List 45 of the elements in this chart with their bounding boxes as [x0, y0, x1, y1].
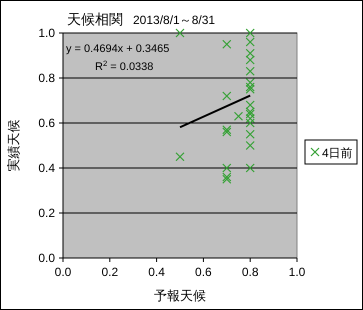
point [222, 174, 232, 184]
point [246, 100, 255, 110]
x-tick-label: 1.0 [288, 265, 306, 279]
point [222, 127, 232, 137]
point [246, 118, 255, 128]
annotation: R$^{2}$ = 0.0338 [95, 58, 154, 73]
x-tick-label: 0.8 [242, 265, 259, 279]
point [246, 82, 255, 92]
point [246, 78, 255, 88]
x-tick-label: 0.0 [54, 265, 72, 279]
point [246, 163, 255, 173]
y-tick-label: 0.0 [38, 251, 56, 265]
chart-subtitle: 2013/8/1～8/31 [133, 13, 216, 27]
point [234, 112, 244, 121]
x-tick-label: 0.2 [101, 265, 118, 279]
point [222, 125, 232, 134]
point [246, 48, 255, 58]
point [246, 109, 255, 119]
y-tick-label: 1.0 [38, 26, 56, 40]
point [175, 28, 185, 38]
x-axis-title: 予報天候 [154, 288, 206, 303]
point [246, 66, 255, 76]
y-tick-label: 0.6 [38, 116, 56, 130]
legend-label: 4日前 [322, 146, 353, 160]
point [246, 107, 255, 116]
point [222, 163, 232, 173]
x-tick-label: 0.6 [195, 265, 212, 279]
x-tick-label: 0.4 [148, 265, 166, 279]
y-tick-label: 0.8 [38, 71, 56, 85]
y-tick-label: 0.4 [38, 161, 56, 175]
point [222, 172, 232, 182]
annotation: y = 0.4694x + 0.3465 [66, 43, 170, 55]
point [246, 37, 255, 47]
point [246, 84, 255, 94]
y-tick-label: 0.2 [38, 206, 56, 220]
point [175, 152, 185, 162]
point [246, 130, 255, 139]
point [246, 114, 255, 124]
point [222, 91, 232, 101]
chart-title: 天候相関 [67, 11, 123, 27]
y-axis-title: 実績天候 [6, 120, 21, 172]
point [222, 40, 232, 49]
point [246, 55, 255, 65]
point [246, 28, 255, 38]
point [246, 140, 255, 150]
